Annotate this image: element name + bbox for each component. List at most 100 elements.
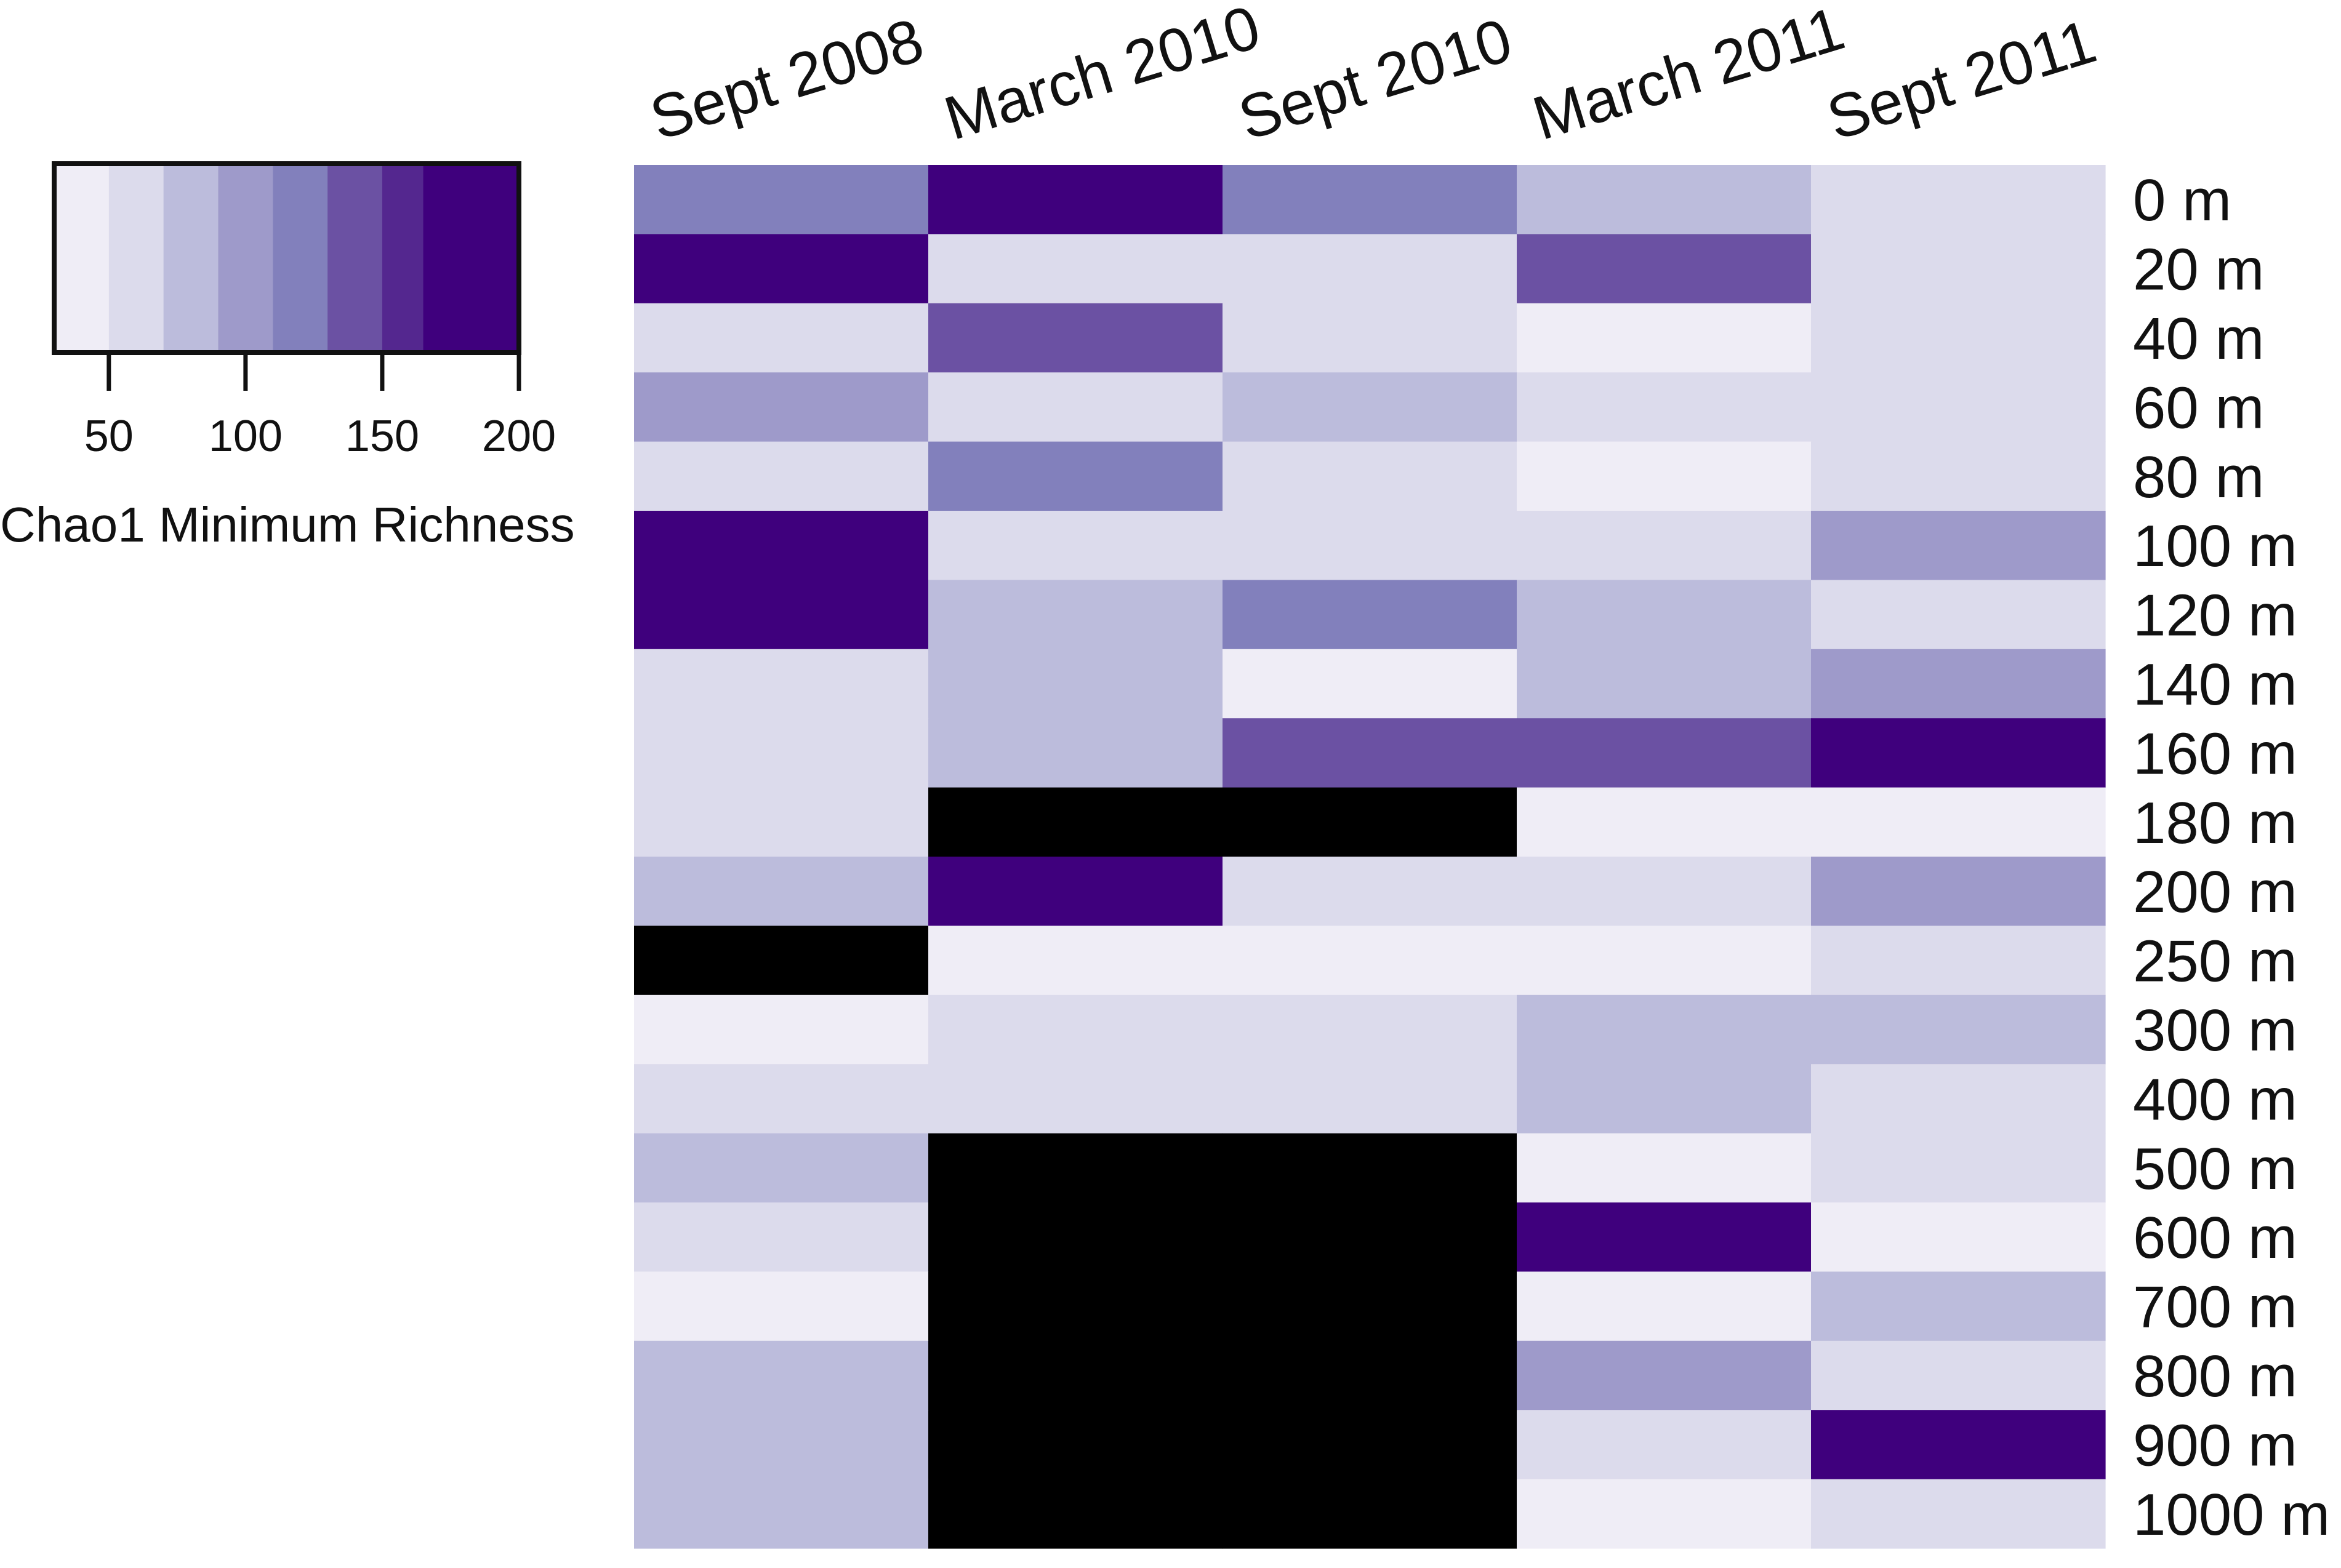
heatmap-cell [1517, 303, 1812, 373]
heatmap-cell [1517, 1479, 1812, 1549]
heatmap-cell [634, 165, 929, 234]
heatmap-cell [634, 787, 929, 857]
heatmap-cell [634, 511, 929, 580]
column-label: Sept 2010 [1231, 6, 1520, 153]
heatmap-cell [1811, 303, 2106, 373]
heatmap-cell [928, 926, 1223, 996]
heatmap-cell [1811, 511, 2106, 580]
colorbar-swatch [163, 164, 219, 353]
heatmap-cell [1223, 857, 1517, 926]
heatmap-cell [1811, 718, 2106, 788]
heatmap-cell [928, 303, 1223, 373]
heatmap-cell [1811, 994, 2106, 1065]
heatmap-cell [1811, 857, 2106, 926]
row-label: 700 m [2133, 1274, 2297, 1340]
heatmap-cell [1811, 1271, 2106, 1342]
heatmap-cell [1517, 165, 1812, 234]
row-label: 120 m [2133, 583, 2297, 649]
heatmap-cell [1223, 1064, 1517, 1134]
heatmap-cell [634, 1479, 929, 1549]
heatmap-cell [1517, 1064, 1812, 1134]
heatmap-cell [1517, 1340, 1812, 1410]
row-label: 160 m [2133, 721, 2297, 786]
heatmap-cell [1223, 165, 1517, 234]
heatmap-cell [1517, 718, 1812, 788]
row-label: 100 m [2133, 513, 2297, 579]
column-label: Sept 2011 [1820, 7, 2104, 153]
colorbar-tick-label: 150 [345, 412, 419, 461]
heatmap-cell [634, 303, 929, 373]
heatmap-cell [928, 1133, 1223, 1203]
heatmap-cell [1811, 1410, 2106, 1480]
heatmap-cell [1811, 926, 2106, 996]
heatmap-cell [1811, 1202, 2106, 1272]
heatmap-cell [1517, 926, 1812, 996]
colorbar-swatch [54, 164, 110, 353]
colorbar-legend: 50 100 150 200 Chao1 Minimum Richness [0, 161, 575, 552]
colorbar-swatch [382, 164, 424, 353]
heatmap-cell [1223, 580, 1517, 650]
heatmap-cell [1223, 718, 1517, 788]
colorbar-title: Chao1 Minimum Richness [0, 497, 575, 552]
colorbar-swatch [327, 164, 383, 353]
colorbar-frame [52, 161, 521, 355]
heatmap-cell [1223, 234, 1517, 304]
heatmap-cell [1517, 372, 1812, 442]
row-label: 1000 m [2133, 1482, 2330, 1548]
heatmap-cell [1811, 441, 2106, 511]
heatmap-cell [634, 926, 929, 996]
heatmap-cell [634, 580, 929, 650]
colorbar-tick-label: 100 [209, 412, 283, 461]
heatmap-cell [1517, 787, 1812, 857]
colorbar-swatch [273, 164, 328, 353]
heatmap-cell [1223, 994, 1517, 1065]
heatmap-cell [928, 165, 1223, 234]
heatmap-cell [1517, 1133, 1812, 1203]
row-label: 300 m [2133, 998, 2297, 1063]
colorbar-swatch [423, 164, 520, 353]
heatmap-cell [1223, 1479, 1517, 1549]
heatmap-cell [1517, 511, 1812, 580]
heatmap-cell [634, 372, 929, 442]
heatmap-cell [928, 787, 1223, 857]
heatmap-cell [928, 649, 1223, 719]
heatmap-cell [1223, 926, 1517, 996]
heatmap-cell [1223, 787, 1517, 857]
heatmap-cell [1223, 1202, 1517, 1272]
colorbar-tick-label: 200 [482, 412, 556, 461]
heatmap-cell [634, 441, 929, 511]
row-label: 80 m [2133, 444, 2264, 510]
colorbar-ticks: 50 100 150 200 [84, 353, 556, 461]
heatmap-cell [928, 1479, 1223, 1549]
heatmap-cell [1811, 1479, 2106, 1549]
heatmap-cell [1223, 372, 1517, 442]
heatmap-cell [928, 234, 1223, 304]
heatmap-cell [1517, 580, 1812, 650]
heatmap-cell [634, 234, 929, 304]
row-label: 500 m [2133, 1136, 2297, 1202]
heatmap-cell [634, 1410, 929, 1480]
heatmap-cell [928, 857, 1223, 926]
heatmap-cell [1223, 303, 1517, 373]
colorbar-swatch [218, 164, 273, 353]
column-label: March 2010 [937, 0, 1268, 153]
heatmap-cell [1811, 580, 2106, 650]
heatmap-cell [1517, 649, 1812, 719]
heatmap-cell [928, 718, 1223, 788]
heatmap-cell [634, 1271, 929, 1342]
heatmap-cell [928, 580, 1223, 650]
heatmap-cell [928, 511, 1223, 580]
heatmap-cells [634, 165, 2106, 1549]
row-label: 200 m [2133, 859, 2297, 925]
heatmap-cell [1811, 372, 2106, 442]
heatmap-cell [928, 1202, 1223, 1272]
heatmap-cell [634, 649, 929, 719]
heatmap-cell [1223, 1410, 1517, 1480]
heatmap-cell [634, 1133, 929, 1203]
heatmap-cell [1811, 1133, 2106, 1203]
row-label: 400 m [2133, 1066, 2297, 1132]
heatmap-cell [928, 994, 1223, 1065]
row-label: 20 m [2133, 237, 2264, 303]
